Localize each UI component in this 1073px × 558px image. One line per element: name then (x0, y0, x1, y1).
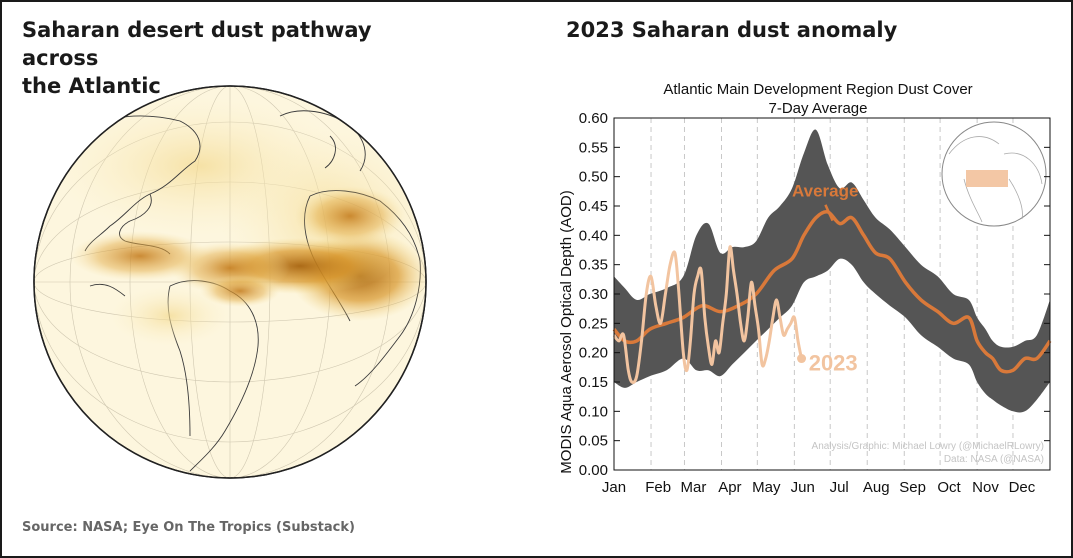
x-month-label: Feb (645, 479, 671, 496)
y-tick-label: 0.10 (579, 403, 608, 420)
dust-plume-caribbean (70, 231, 210, 281)
globe-dust-map (33, 85, 427, 479)
x-month-label: Jul (830, 479, 849, 496)
right-panel-title: 2023 Saharan dust anomaly (566, 18, 898, 42)
x-month-label: Jun (791, 479, 815, 496)
y-tick-label: 0.20 (579, 345, 608, 362)
y-tick-label: 0.05 (579, 433, 608, 450)
credit-line-1: Analysis/Graphic: Michael Lowry (@Michae… (812, 441, 1044, 452)
y-tick-label: 0.55 (579, 139, 608, 156)
y-tick-label: 0.30 (579, 286, 608, 303)
x-month-label: Sep (899, 479, 926, 496)
inset-mdr-region (966, 170, 1008, 187)
x-month-label: Apr (718, 479, 741, 496)
series-2023-endpoint (797, 354, 807, 364)
left-panel-title: Saharan desert dust pathway across the A… (22, 16, 422, 100)
average-label: Average (792, 182, 858, 201)
y-tick-label: 0.25 (579, 315, 608, 332)
x-month-label: May (752, 479, 781, 496)
y-tick-label: 0.60 (579, 110, 608, 127)
plot-area: Average 2023 Analysis/Graphic: Michael Low… (579, 110, 1052, 496)
average-label-leader (824, 204, 834, 222)
source-credit: Source: NASA; Eye On The Tropics (Substa… (22, 520, 355, 535)
x-month-label: Mar (681, 479, 707, 496)
left-title-line2: the Atlantic (22, 74, 161, 98)
x-month-label: Dec (1009, 479, 1036, 496)
y-tick-label: 0.35 (579, 257, 608, 274)
dust-aod-chart: Atlantic Main Development Region Dust Co… (558, 81, 1052, 496)
y-tick-label: 0.40 (579, 227, 608, 244)
series-average-line (612, 209, 1052, 374)
y-tick-label: 0.45 (579, 198, 608, 215)
y-tick-label: 0.15 (579, 374, 608, 391)
x-month-label: Aug (863, 479, 890, 496)
inset-continent-outline (1008, 178, 1023, 220)
x-month-label: Oct (937, 479, 961, 496)
year-2023-label: 2023 (809, 350, 858, 375)
series-2023-line (612, 245, 803, 384)
inset-continent-outline (963, 178, 983, 223)
y-tick-label: 0.00 (579, 462, 608, 479)
range-band (614, 129, 1050, 413)
x-month-label: Jan (602, 479, 626, 496)
inset-continent-outline (1003, 152, 1043, 185)
y-axis-label: MODIS Aqua Aerosol Optical Depth (AOD) (558, 190, 575, 473)
chart-subtitle: 7-Day Average (769, 100, 868, 117)
x-month-label: Nov (972, 479, 999, 496)
chart-title: Atlantic Main Development Region Dust Co… (663, 81, 972, 98)
y-tick-label: 0.50 (579, 169, 608, 186)
left-title-line1: Saharan desert dust pathway across (22, 18, 372, 70)
credit-line-2: Data: NASA (@NASA) (944, 454, 1044, 465)
inset-continent-outline (948, 136, 1000, 155)
